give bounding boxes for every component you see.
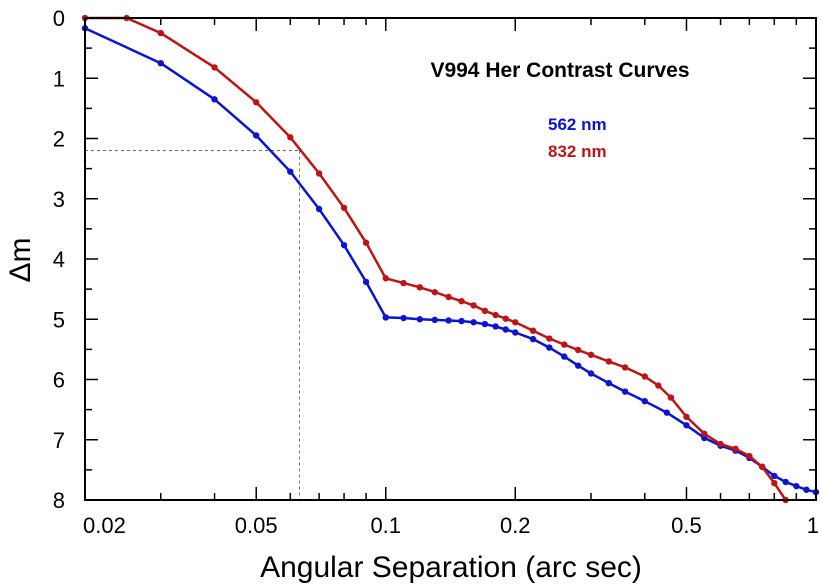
data-point (667, 394, 675, 401)
data-point (587, 351, 595, 358)
data-point (641, 373, 648, 380)
data-point (340, 241, 348, 249)
legend-entry-832nm: 832 nm (548, 142, 607, 161)
data-point (416, 284, 424, 291)
data-point (683, 422, 690, 429)
data-point (253, 132, 260, 139)
chart-title: V994 Her Contrast Curves (430, 59, 689, 82)
data-point (512, 319, 519, 326)
data-point (400, 314, 407, 322)
data-point (458, 317, 465, 325)
y-tick-label: 7 (53, 428, 65, 453)
data-point (701, 430, 708, 437)
data-point (382, 314, 389, 321)
series-line-0 (84, 27, 817, 494)
data-point (663, 409, 670, 416)
data-point (621, 388, 629, 395)
data-point (445, 293, 452, 301)
data-point (211, 96, 218, 103)
data-point (362, 239, 370, 246)
data-point (717, 440, 724, 448)
data-point (793, 482, 800, 490)
data-point (529, 327, 537, 334)
data-point (512, 329, 519, 336)
data-point (502, 326, 509, 333)
data-point (587, 370, 595, 377)
data-point (502, 315, 509, 322)
plot-frame (84, 17, 817, 501)
data-point (771, 479, 778, 487)
data-point (605, 358, 613, 365)
x-tick-label: 0.05 (235, 513, 278, 538)
data-point (746, 452, 753, 460)
x-axis-label: Angular Separation (arc sec) (260, 551, 642, 584)
data-point (492, 323, 499, 330)
data-point (561, 353, 568, 360)
data-point (561, 341, 568, 348)
data-point (470, 319, 477, 326)
data-point (157, 59, 164, 67)
x-tick-label: 0.1 (370, 513, 401, 538)
data-point (211, 64, 218, 71)
data-point (340, 204, 348, 211)
data-point (683, 413, 690, 421)
y-tick-label: 5 (53, 307, 65, 332)
data-point (431, 288, 438, 296)
data-point (287, 168, 294, 175)
y-axis-label: Δm (4, 237, 37, 282)
data-point (621, 364, 629, 371)
data-point (803, 486, 810, 493)
data-point (157, 29, 164, 37)
data-point (315, 170, 323, 177)
data-point (574, 346, 582, 354)
data-point (431, 316, 438, 324)
data-point (546, 344, 553, 351)
data-point (445, 317, 452, 324)
data-point (655, 382, 662, 389)
data-point (458, 297, 465, 305)
data-point (362, 278, 370, 286)
data-point (470, 302, 477, 309)
y-tick-label: 0 (53, 6, 65, 31)
y-tick-label: 3 (53, 187, 65, 212)
y-tick-label: 4 (53, 247, 65, 272)
series-line-1 (85, 16, 787, 501)
data-point (732, 445, 739, 452)
data-point (574, 362, 582, 369)
data-point (641, 397, 648, 405)
data-point (400, 279, 407, 287)
x-tick-label: 0.02 (83, 513, 126, 538)
x-tick-label: 0.2 (500, 513, 531, 538)
data-point (759, 463, 766, 471)
y-tick-label: 8 (53, 488, 65, 513)
y-tick-label: 6 (53, 368, 65, 393)
data-point (253, 99, 260, 106)
data-point (416, 316, 424, 323)
data-point (605, 379, 613, 387)
data-point (546, 335, 553, 342)
data-point (782, 478, 789, 486)
data-point (529, 335, 537, 343)
x-tick-label: 0.5 (671, 513, 702, 538)
data-point (287, 134, 294, 141)
data-point (481, 307, 489, 315)
x-tick-label: 1 (807, 513, 819, 538)
data-point (492, 311, 499, 319)
data-point (315, 205, 323, 213)
y-tick-label: 1 (53, 66, 65, 91)
data-point (382, 275, 389, 282)
y-tick-label: 2 (53, 127, 65, 152)
legend-entry-562nm: 562 nm (548, 115, 607, 134)
data-point (771, 472, 778, 480)
data-point (481, 320, 489, 328)
